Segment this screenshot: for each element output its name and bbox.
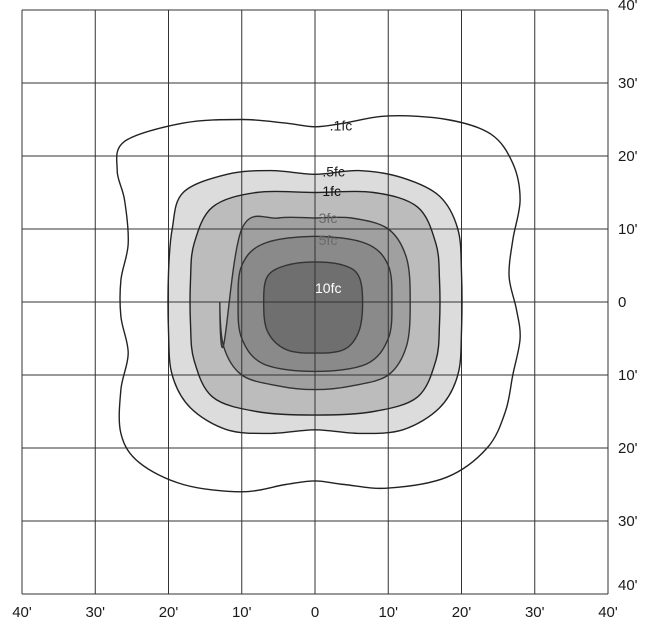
x-tick-label: 30' bbox=[85, 604, 105, 621]
x-tick-label: 40' bbox=[12, 604, 32, 621]
contour-line-5 bbox=[263, 261, 364, 354]
y-tick-label: 10' bbox=[618, 367, 638, 384]
x-tick-label: 10' bbox=[378, 604, 398, 621]
y-tick-label: 20' bbox=[618, 440, 638, 457]
contour-line-0 bbox=[115, 115, 521, 493]
y-tick-label: 30' bbox=[618, 75, 638, 92]
y-axis-ticks: 40' 30' 20' 10' 0 10' 20' 30' 40' bbox=[618, 0, 638, 594]
grid-lines bbox=[21, 9, 609, 595]
contour-line-1 bbox=[167, 169, 463, 435]
contour-line-4 bbox=[237, 235, 393, 373]
y-tick-label: 40' bbox=[618, 577, 638, 594]
x-tick-label: 20' bbox=[159, 604, 179, 621]
y-tick-label: 0 bbox=[618, 294, 626, 311]
y-tick-label: 20' bbox=[618, 148, 638, 165]
x-tick-label: 0 bbox=[311, 604, 319, 621]
x-tick-label: 30' bbox=[525, 604, 545, 621]
contour-fill-5 bbox=[263, 261, 363, 354]
contour-label-3: 3fc bbox=[319, 210, 338, 226]
contour-label-0: .1fc bbox=[330, 117, 353, 133]
x-tick-label: 40' bbox=[598, 604, 618, 621]
contour-outlines bbox=[115, 115, 521, 493]
x-tick-label: 20' bbox=[452, 604, 472, 621]
contour-label-1: .5fc bbox=[322, 163, 345, 179]
contour-label-4: 5fc bbox=[319, 232, 338, 248]
contour-label-5: 10fc bbox=[315, 280, 341, 296]
contour-label-2: 1fc bbox=[322, 183, 341, 199]
x-tick-label: 10' bbox=[232, 604, 252, 621]
y-tick-label: 10' bbox=[618, 221, 638, 238]
contour-labels: .1fc .5fc 1fc 3fc 5fc 10fc bbox=[315, 117, 352, 296]
x-axis-ticks: 40' 30' 20' 10' 0 10' 20' 30' 40' bbox=[12, 604, 618, 621]
y-tick-label: 30' bbox=[618, 513, 638, 530]
contour-line-2 bbox=[189, 190, 441, 416]
contour-line-3 bbox=[219, 215, 411, 391]
y-tick-label: 40' bbox=[618, 0, 638, 14]
